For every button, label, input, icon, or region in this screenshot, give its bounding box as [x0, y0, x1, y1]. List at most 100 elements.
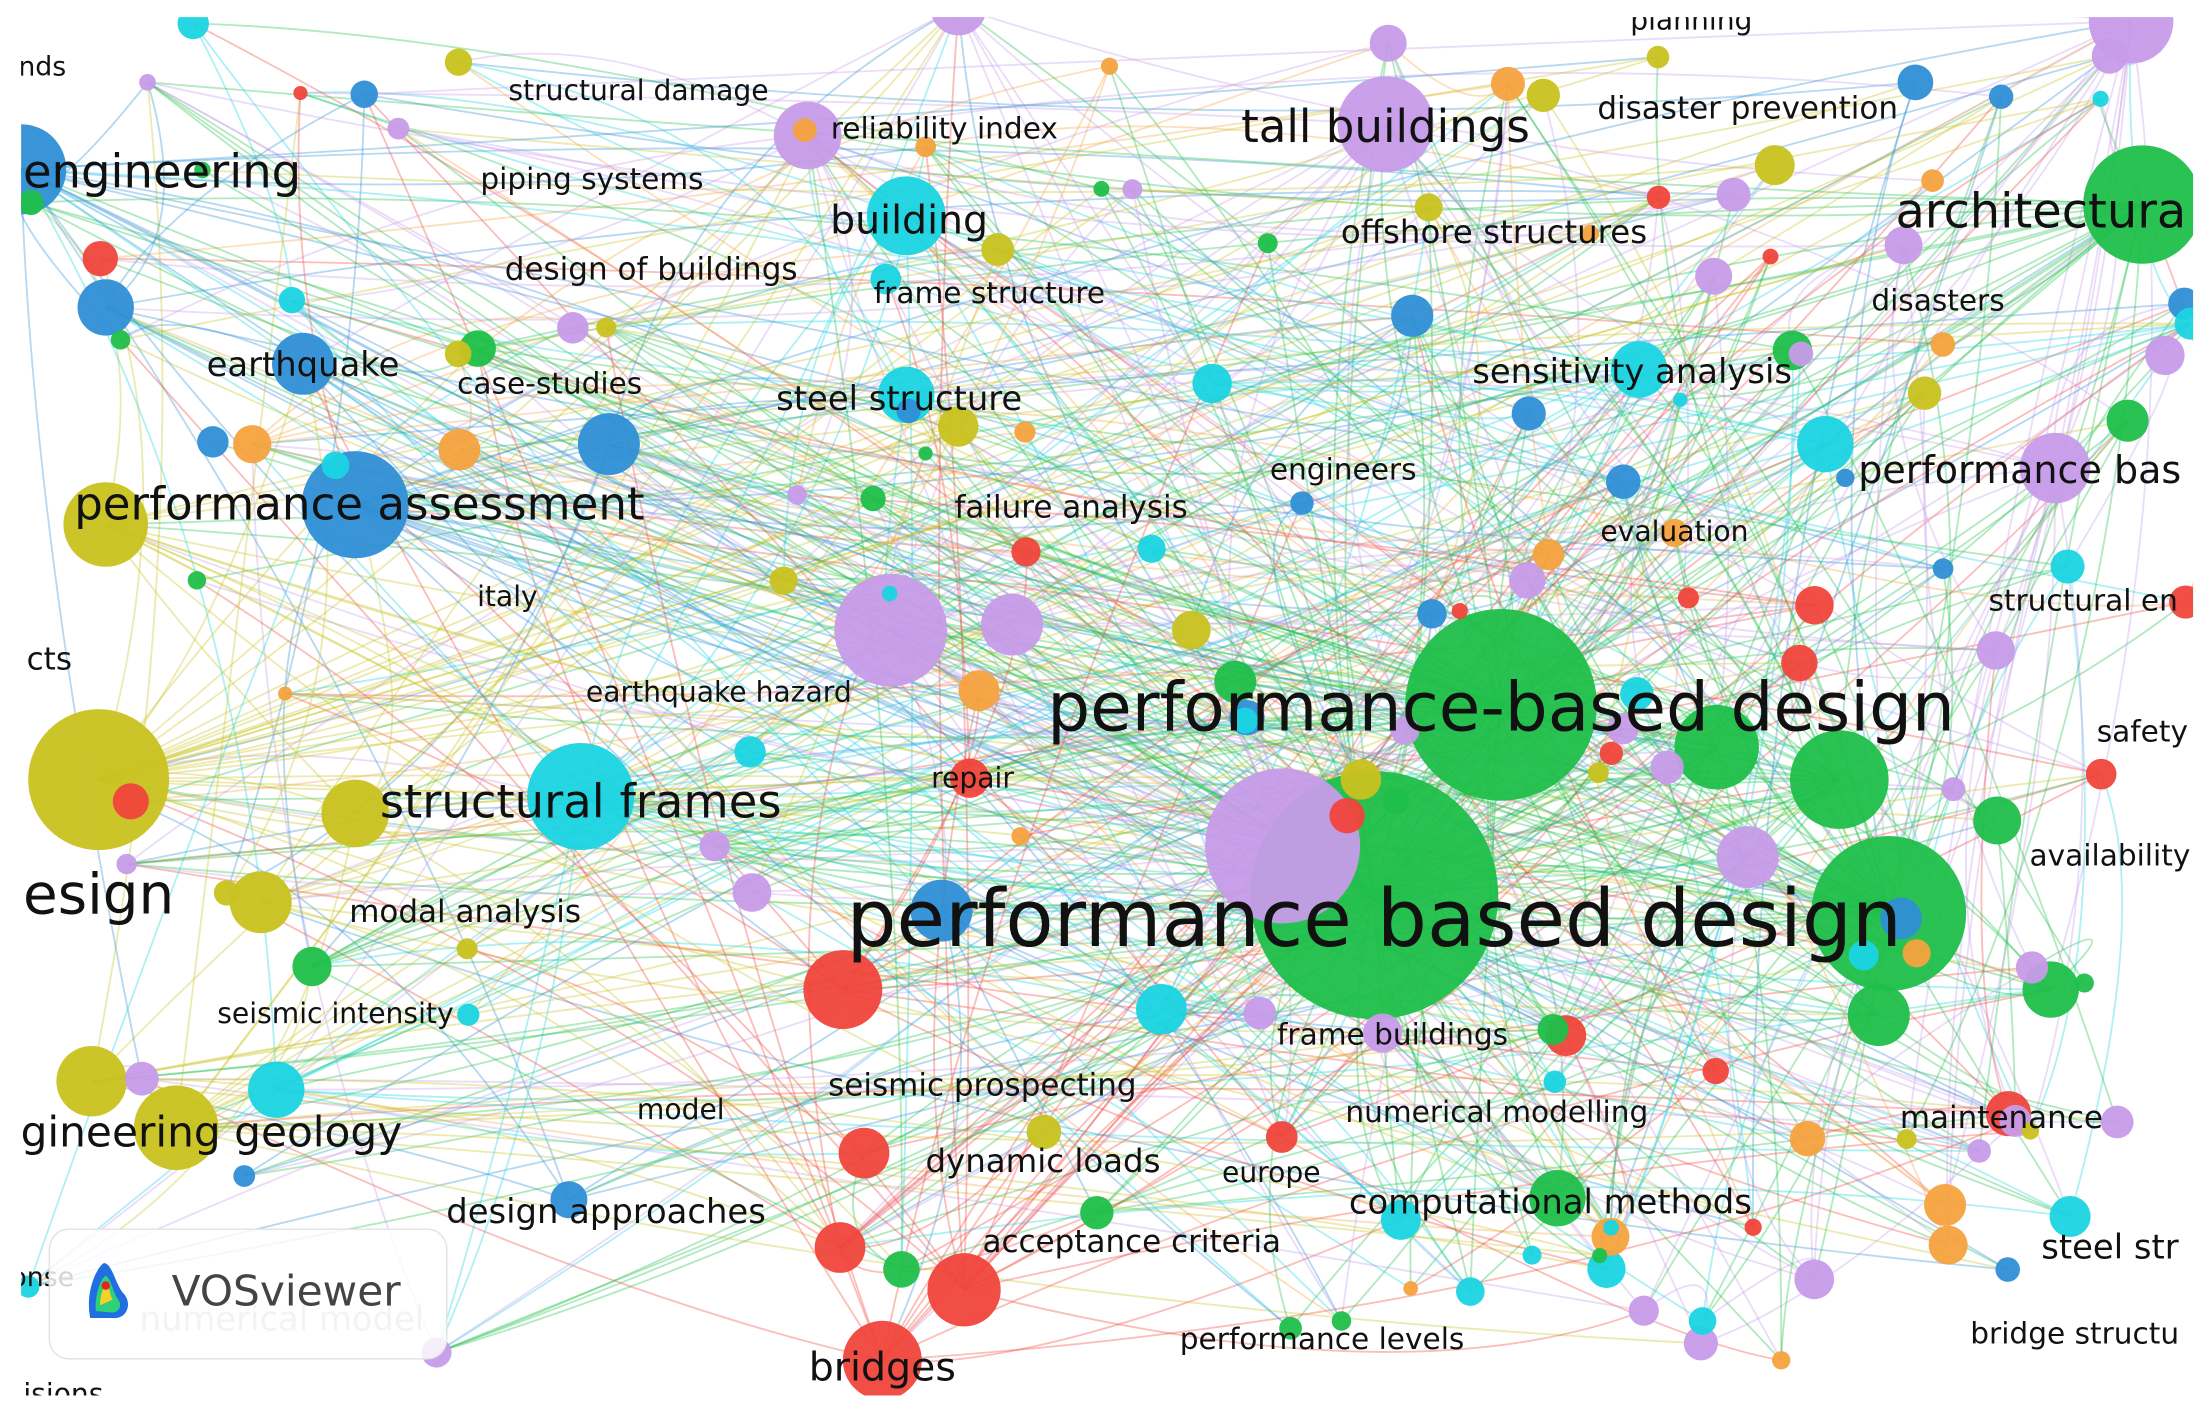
edge [925, 398, 1681, 475]
edge [1605, 350, 1794, 1270]
node-label: frame buildings [1277, 1018, 1508, 1052]
edge [21, 168, 1163, 1010]
node-bubble [1794, 1259, 1835, 1300]
node-bubble [1122, 179, 1143, 200]
edge [98, 592, 891, 781]
node-bubble [1192, 363, 1232, 404]
edge [885, 278, 2186, 603]
edge [202, 169, 892, 631]
edge [1946, 467, 2056, 1246]
edge [192, 23, 293, 301]
edge [302, 362, 892, 632]
edge [1674, 532, 2186, 607]
edge [1887, 245, 1952, 914]
edge [608, 443, 1192, 631]
edge [477, 347, 1283, 847]
edge [467, 65, 1111, 1016]
node-bubble [116, 853, 137, 875]
edge [276, 1032, 1383, 1091]
edge [1824, 443, 2032, 1132]
edge [2054, 98, 2119, 469]
node-bubble [213, 880, 240, 906]
node-bubble [1674, 704, 1759, 790]
edge [21, 168, 1375, 896]
node-bubble [596, 317, 617, 338]
edge [105, 322, 2191, 526]
edge [940, 55, 2111, 912]
edge [1564, 20, 2132, 1036]
edge [925, 452, 1996, 652]
edge [905, 215, 1261, 1014]
edge [130, 797, 1889, 915]
edge [1526, 579, 2102, 776]
edge [436, 778, 1840, 1354]
node-label: steel structure [776, 379, 1022, 418]
node-bubble [444, 340, 472, 368]
node-bubble [2169, 585, 2194, 619]
logo [101, 1281, 110, 1290]
node-bubble [1924, 1183, 1967, 1227]
edge [21, 56, 1659, 171]
node-bubble [1884, 226, 1923, 265]
edge [572, 327, 1946, 1206]
edge [276, 1088, 865, 1156]
edge [2069, 773, 2124, 1217]
node-label: performance bas [1858, 448, 2181, 492]
edge [1752, 82, 1917, 1228]
node-bubble [550, 1181, 588, 1219]
edge [477, 347, 1559, 1199]
node-bubble [1973, 796, 2022, 845]
edge [941, 909, 1554, 1033]
edge [842, 988, 1607, 1270]
node-label: earthquake [207, 345, 400, 384]
edge [354, 203, 2143, 815]
node-bubble [1995, 1257, 2021, 1282]
edge [126, 716, 1248, 865]
node-bubble [834, 573, 948, 687]
edge [890, 349, 1793, 632]
node-bubble [301, 451, 409, 559]
node-bubble [1628, 1295, 1659, 1326]
edge [105, 306, 1944, 570]
edge [908, 409, 1675, 534]
edge [202, 164, 1775, 194]
node-bubble [769, 566, 798, 595]
node-bubble [1660, 518, 1689, 548]
edge [1947, 467, 2056, 1246]
edge [961, 17, 1284, 847]
node-bubble [915, 136, 936, 158]
node-label: design of buildings [505, 251, 798, 287]
edge [969, 777, 1949, 1247]
edge [175, 95, 2002, 1129]
edge [580, 94, 1544, 798]
edge [580, 322, 2191, 798]
node-bubble [1100, 57, 1119, 75]
node-bubble [1243, 996, 1277, 1030]
node-label: failure analysis [955, 489, 1188, 525]
edge [1384, 123, 2102, 775]
edge [1228, 123, 1387, 682]
edge [906, 393, 1840, 781]
edge [126, 863, 1716, 1073]
edge [91, 894, 1375, 1083]
edge [398, 127, 1429, 209]
edge [260, 901, 1879, 1016]
edge [458, 61, 1916, 112]
edge [436, 368, 1640, 1354]
edge [285, 692, 1362, 781]
node-bubble [1136, 983, 1187, 1035]
edge [885, 278, 1502, 706]
edge [354, 503, 1558, 1200]
edge [1190, 315, 1413, 631]
node-bubble [1620, 677, 1654, 711]
edge [260, 392, 1925, 904]
edge [201, 169, 1375, 896]
node-label: engineers [1270, 452, 1417, 486]
node-label: dynamic loads [925, 1142, 1160, 1180]
edge [839, 727, 1624, 1249]
edge [21, 168, 278, 1090]
node-bubble [1581, 224, 1600, 243]
node-bubble [1369, 24, 1407, 62]
edge [1994, 21, 2132, 651]
